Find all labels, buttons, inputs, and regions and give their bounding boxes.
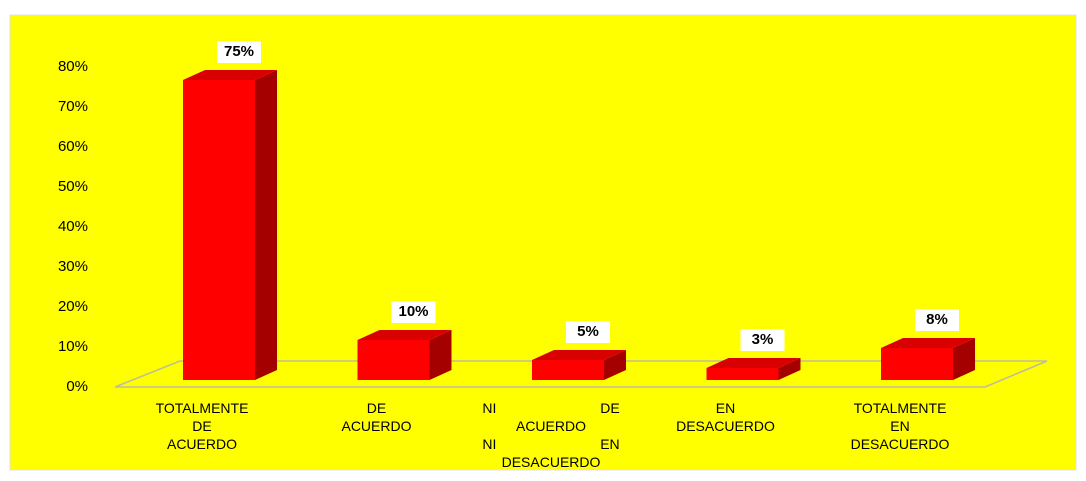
y-tick-label: 60% (58, 138, 88, 155)
bar-side (255, 70, 277, 380)
bar (881, 338, 975, 380)
bar-front (183, 80, 255, 380)
data-label: 3% (752, 331, 774, 348)
bar (532, 350, 626, 380)
x-tick-label: EN DESACUERDO (676, 400, 775, 434)
bar-front (706, 368, 779, 380)
bar-side (778, 358, 801, 380)
y-tick-label: 70% (58, 98, 88, 115)
x-tick-label: DE ACUERDO (341, 400, 412, 434)
y-tick-label: 10% (58, 338, 88, 355)
x-tick-label: TOTALMENTE DE ACUERDO (155, 400, 249, 452)
bar (706, 358, 801, 380)
bar-top (532, 350, 626, 360)
y-tick-label: 50% (58, 178, 88, 195)
data-label: 10% (398, 303, 428, 320)
y-tick-label: 30% (58, 258, 88, 275)
data-label-box (217, 41, 261, 63)
bar-front (357, 340, 430, 380)
x-tick-label: NI DE ACUERDO NI EN DESACUERDO (482, 400, 620, 470)
data-label-box (915, 309, 959, 331)
bar (357, 330, 452, 380)
x-tick-label: TOTALMENTE EN DESACUERDO (850, 400, 950, 452)
bar-front (532, 360, 604, 380)
bar-top (357, 330, 452, 340)
data-label: 8% (926, 311, 948, 328)
bar-top (881, 338, 975, 348)
data-label: 75% (224, 43, 254, 60)
data-label: 5% (577, 323, 599, 340)
bar-front (881, 348, 953, 380)
bar-side (429, 330, 452, 380)
data-label-box (391, 301, 436, 323)
y-tick-label: 80% (58, 58, 88, 75)
data-label-box (566, 321, 610, 343)
floor (114, 360, 1048, 388)
bar-top (706, 358, 801, 368)
bar (183, 70, 277, 380)
bar-top (183, 70, 277, 80)
bar-side (953, 338, 975, 380)
y-tick-label: 20% (58, 298, 88, 315)
data-label-box (740, 329, 785, 351)
y-tick-label: 0% (66, 378, 88, 395)
y-tick-label: 40% (58, 218, 88, 235)
